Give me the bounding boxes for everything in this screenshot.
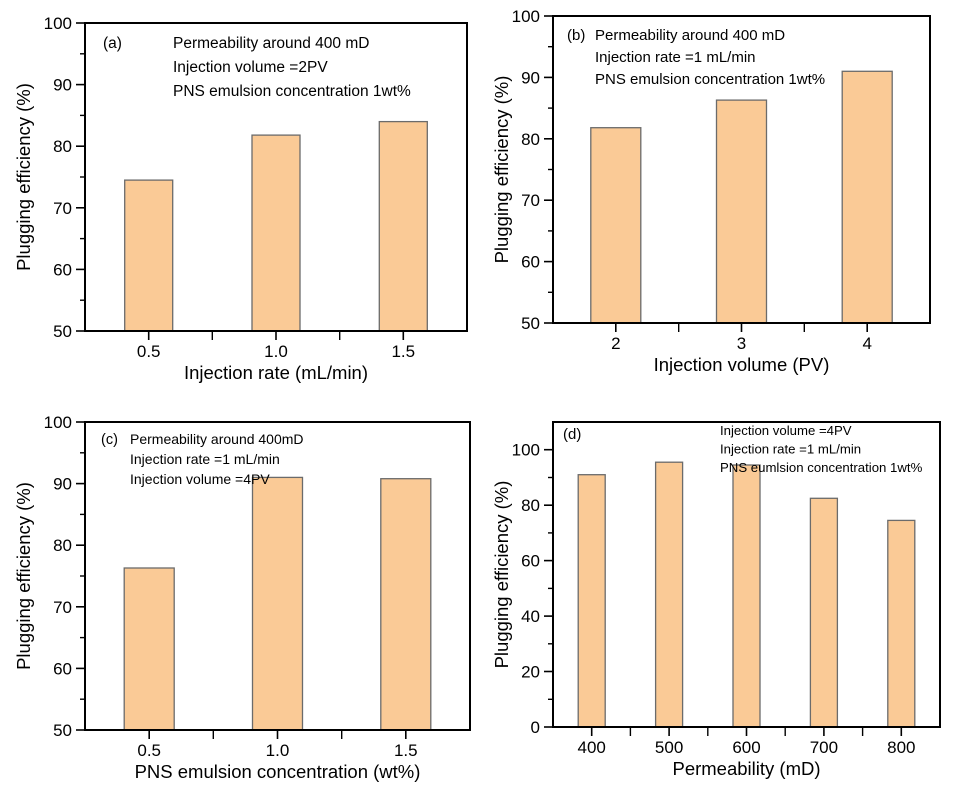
y-tick-label: 50 xyxy=(521,314,540,333)
y-tick-label: 50 xyxy=(53,322,72,341)
y-tick-label: 0 xyxy=(531,718,540,737)
panel-letter: (a) xyxy=(103,35,122,52)
panel-a-chart: 50 60 70 80 90 100 0.5 1.0 1.5 Injection rate (mL… xyxy=(0,0,477,399)
annotation-line: Injection volume =4PV xyxy=(130,471,270,487)
x-tick-label: 400 xyxy=(578,738,606,757)
y-tick-label: 60 xyxy=(53,260,72,279)
y-tick-label: 60 xyxy=(53,659,72,678)
bar xyxy=(380,478,432,731)
x-tick-label: 1.5 xyxy=(394,741,418,760)
y-tick-label: 50 xyxy=(53,721,72,740)
x-tick-label: 1.5 xyxy=(391,342,415,361)
bar xyxy=(715,99,768,324)
y-axis-title: Plugging efficiency (%) xyxy=(491,76,512,264)
bar xyxy=(124,179,174,332)
annotation-line: Injection rate =1 mL/min xyxy=(720,442,861,457)
y-tick-label: 60 xyxy=(521,253,540,272)
annotation-line: Injection rate =1 mL/min xyxy=(595,49,756,66)
annotation-line: Permeability around 400 mD xyxy=(173,35,369,52)
panel-letter: (d) xyxy=(563,426,581,443)
x-axis-title: PNS emulsion concentration (wt%) xyxy=(135,761,421,782)
x-axis-title: Injection rate (mL/min) xyxy=(184,362,368,383)
y-tick-label: 90 xyxy=(53,76,72,95)
x-tick-label: 0.5 xyxy=(137,342,161,361)
bar xyxy=(590,127,642,324)
bar xyxy=(841,70,893,324)
y-tick-label: 60 xyxy=(521,552,540,571)
annotation-line: Injection volume =4PV xyxy=(720,423,852,438)
panel-letter: (b) xyxy=(567,27,585,44)
x-tick-label: 3 xyxy=(737,334,746,353)
panel-d-chart: 0 20 40 60 80 100 400 500 600 700 800 Permeability … xyxy=(478,399,955,798)
y-tick-label: 100 xyxy=(512,7,540,26)
y-tick-label: 80 xyxy=(53,536,72,555)
y-tick-label: 80 xyxy=(521,130,540,149)
x-tick-label: 600 xyxy=(732,738,760,757)
y-tick-label: 70 xyxy=(53,598,72,617)
annotation-line: PNS emulsion concentration 1wt% xyxy=(173,83,411,100)
y-tick-label: 100 xyxy=(44,413,72,432)
x-tick-label: 700 xyxy=(810,738,838,757)
y-tick-label: 80 xyxy=(521,496,540,515)
y-axis-title: Plugging efficiency (%) xyxy=(13,482,34,670)
bar xyxy=(378,120,428,332)
bar xyxy=(251,476,304,731)
y-tick-label: 70 xyxy=(53,199,72,218)
x-tick-label: 500 xyxy=(655,738,683,757)
x-axis-title: Injection volume (PV) xyxy=(654,354,830,375)
annotation-line: Permeability around 400 mD xyxy=(595,27,785,44)
x-tick-label: 0.5 xyxy=(137,741,161,760)
y-tick-label: 80 xyxy=(53,137,72,156)
x-tick-label: 4 xyxy=(862,334,871,353)
y-axis-title: Plugging efficiency (%) xyxy=(13,83,34,271)
y-tick-label: 20 xyxy=(521,663,540,682)
bar xyxy=(654,461,684,728)
annotation-line: Injection rate =1 mL/min xyxy=(130,451,280,467)
y-tick-label: 90 xyxy=(53,475,72,494)
bar xyxy=(732,464,761,728)
bar xyxy=(251,134,301,332)
y-tick-label: 100 xyxy=(512,441,540,460)
x-tick-label: 800 xyxy=(887,738,915,757)
bar xyxy=(123,567,175,731)
y-tick-label: 70 xyxy=(521,191,540,210)
annotation-line: Permeability around 400mD xyxy=(130,431,304,447)
y-tick-label: 90 xyxy=(521,68,540,87)
annotation-line: PNS eumlsion concentration 1wt% xyxy=(720,460,923,475)
y-tick-label: 40 xyxy=(521,607,540,626)
x-tick-label: 1.0 xyxy=(264,342,288,361)
y-tick-label: 100 xyxy=(44,14,72,33)
bar xyxy=(577,474,606,728)
annotation-line: Injection volume =2PV xyxy=(173,59,328,76)
panel-b-chart: 50 60 70 80 90 100 2 3 4 Injection volume (PV) Plu… xyxy=(478,0,955,399)
panel-letter: (c) xyxy=(101,432,118,448)
x-axis-title: Permeability (mD) xyxy=(672,758,820,779)
bar xyxy=(809,497,839,728)
x-tick-label: 1.0 xyxy=(266,741,290,760)
annotation-line: PNS emulsion concentration 1wt% xyxy=(595,71,825,88)
y-axis-title: Plugging efficiency (%) xyxy=(491,481,512,669)
x-tick-label: 2 xyxy=(611,334,620,353)
bar xyxy=(887,519,916,728)
